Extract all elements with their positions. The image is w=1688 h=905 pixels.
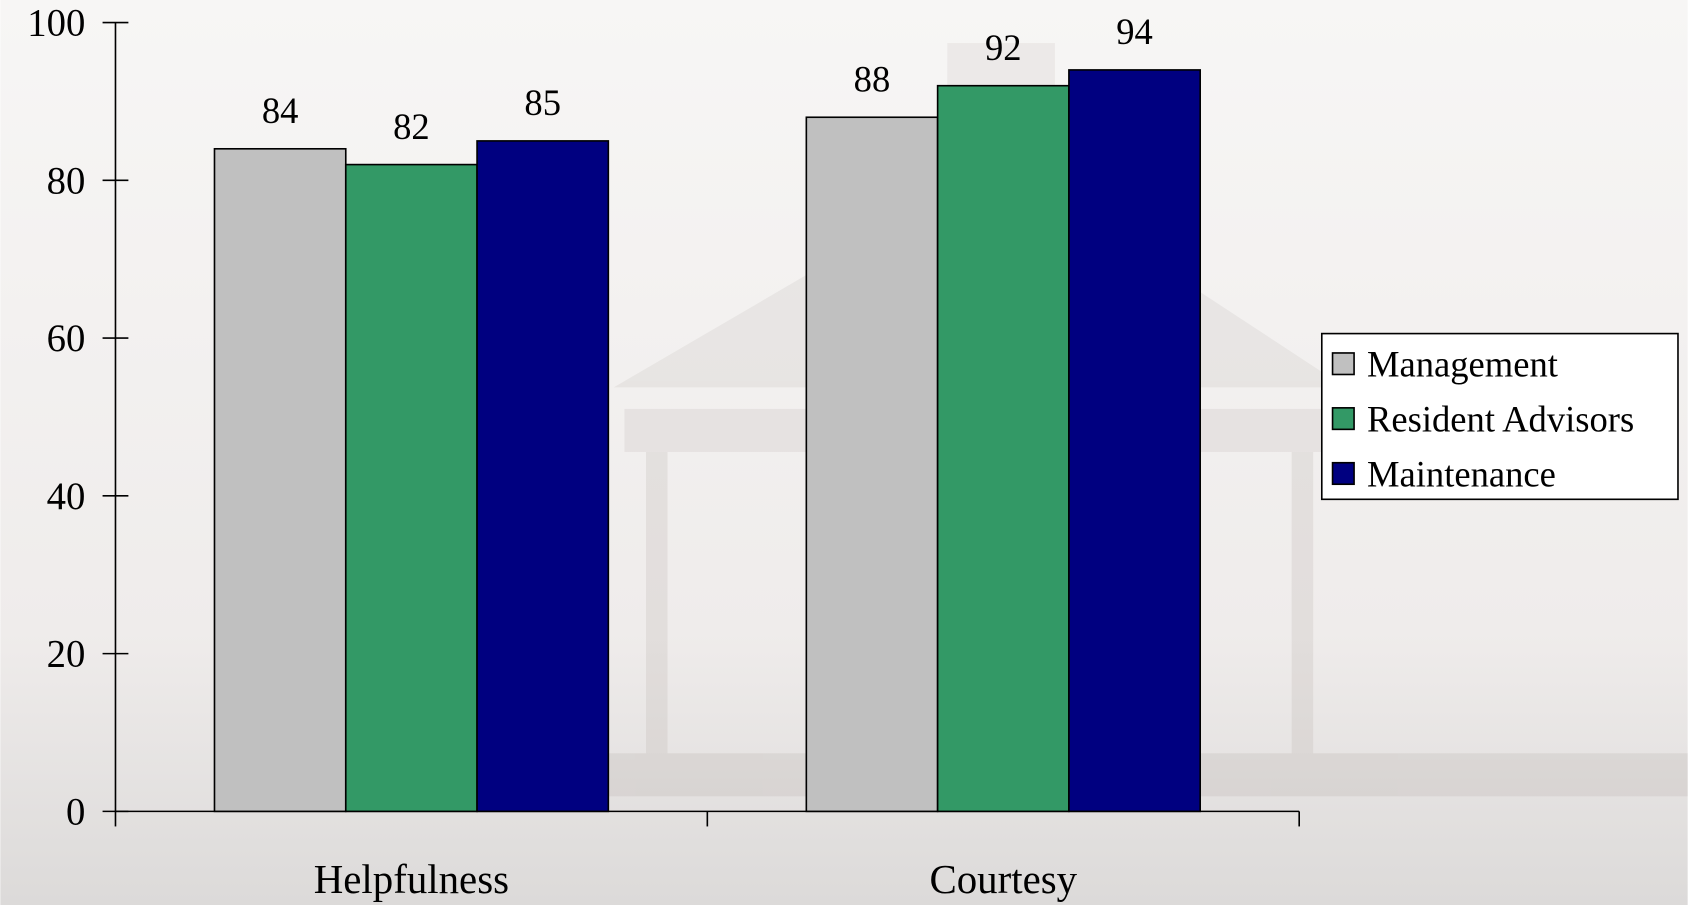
bar: [1068, 69, 1201, 813]
y-tick-label: 20: [47, 633, 86, 676]
bar: [476, 140, 610, 813]
legend-label: Resident Advisors: [1367, 399, 1634, 440]
bar: [213, 147, 347, 813]
data-label: 82: [393, 106, 430, 147]
data-label: 88: [854, 58, 891, 99]
legend-label: Maintenance: [1367, 453, 1556, 494]
legend-swatch: [1331, 407, 1355, 431]
y-tick-label: 80: [47, 159, 86, 202]
y-tick-label: 40: [47, 475, 86, 518]
y-tick-label: 60: [47, 317, 86, 360]
data-label: 84: [262, 90, 299, 131]
x-tick-label: Courtesy: [929, 857, 1077, 902]
bar: [344, 163, 478, 813]
y-tick-label: 0: [66, 790, 85, 833]
legend-swatch: [1331, 461, 1355, 486]
y-tick-label: 100: [27, 2, 85, 45]
plot-area: 0 20 40 60 80 100 Helpfulness 84 82 85 Courtesy 88 9…: [27, 2, 1679, 902]
legend-label: Management: [1367, 344, 1558, 385]
legend-swatch: [1331, 352, 1355, 376]
data-label: 92: [985, 27, 1022, 68]
x-tick-label: Helpfulness: [314, 857, 509, 902]
bar: [805, 116, 939, 813]
bar: [936, 84, 1070, 813]
data-label: 94: [1116, 11, 1153, 52]
legend-box: [1320, 332, 1679, 501]
data-label: 85: [524, 82, 561, 123]
